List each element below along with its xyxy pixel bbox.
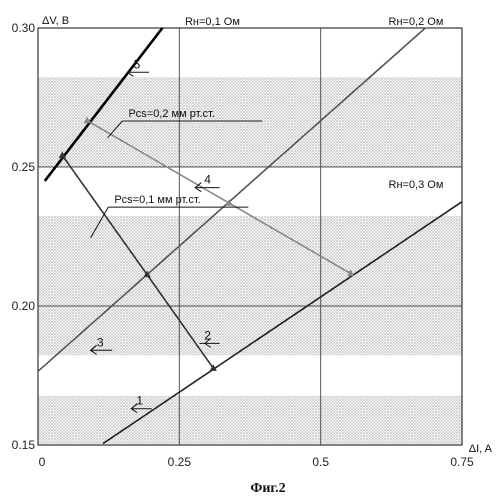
series-line-3 [37,27,426,372]
pressure-label: Pcs=0,1 мм рт.ст. [114,194,200,206]
curve-number-arrow [126,66,134,77]
annotation-layer: Rн=0,1 Ом Rн=0,2 Ом Rн=0,3 Ом Pcs=0,2 мм рт… [89,16,444,414]
background-band [38,306,462,356]
pressure-label-leader [90,206,109,239]
line-label: Rн=0,1 Ом [185,16,240,28]
x-tick-label: 0 [39,455,46,469]
background-band [38,216,462,306]
pressure-label-leader [107,120,123,139]
line-label: Rн=0,2 Ом [389,16,444,28]
curve-number: 5 [134,57,141,71]
x-tick-label: 0.5 [312,455,329,469]
curve-number: 1 [136,394,143,408]
data-point-marker [83,116,91,124]
y-axis-label: ΔV, B [42,15,69,27]
x-tick-label: 0.25 [168,455,192,469]
x-tick-label: 0.75 [450,455,474,469]
data-point-marker [347,269,355,277]
series-line-1 [102,201,463,445]
curve-number-arrow [203,337,212,348]
data-point-marker [225,199,233,206]
line-label: Rн=0,3 Ом [389,179,444,191]
y-tick-label: 0.25 [12,160,36,174]
series-layer [37,27,463,445]
data-point-marker [143,270,151,278]
curve-number-arrow [130,403,138,414]
background-band [38,77,462,167]
y-tick-label: 0.20 [12,299,36,313]
background-bands [38,77,462,445]
axes: 0 0.25 0.5 0.75 0.15 0.20 0.25 0.30 [12,21,474,469]
figure-caption: Фиг.2 [250,481,285,496]
x-axis-label: ΔI, A [469,443,493,455]
curve-number: 2 [204,328,211,342]
y-tick-label: 0.30 [12,21,36,35]
plot-frame [37,27,463,446]
curve-number-arrow [89,344,97,355]
curve-number: 4 [204,173,211,187]
background-band [38,395,462,445]
y-tick-label: 0.15 [12,438,36,452]
pressure-label: Pcs=0,2 мм рт.ст. [128,108,214,120]
curve-number-arrow [194,182,202,193]
curve-number: 3 [97,335,104,349]
data-point-marker [209,364,217,371]
data-point-marker [58,151,66,158]
